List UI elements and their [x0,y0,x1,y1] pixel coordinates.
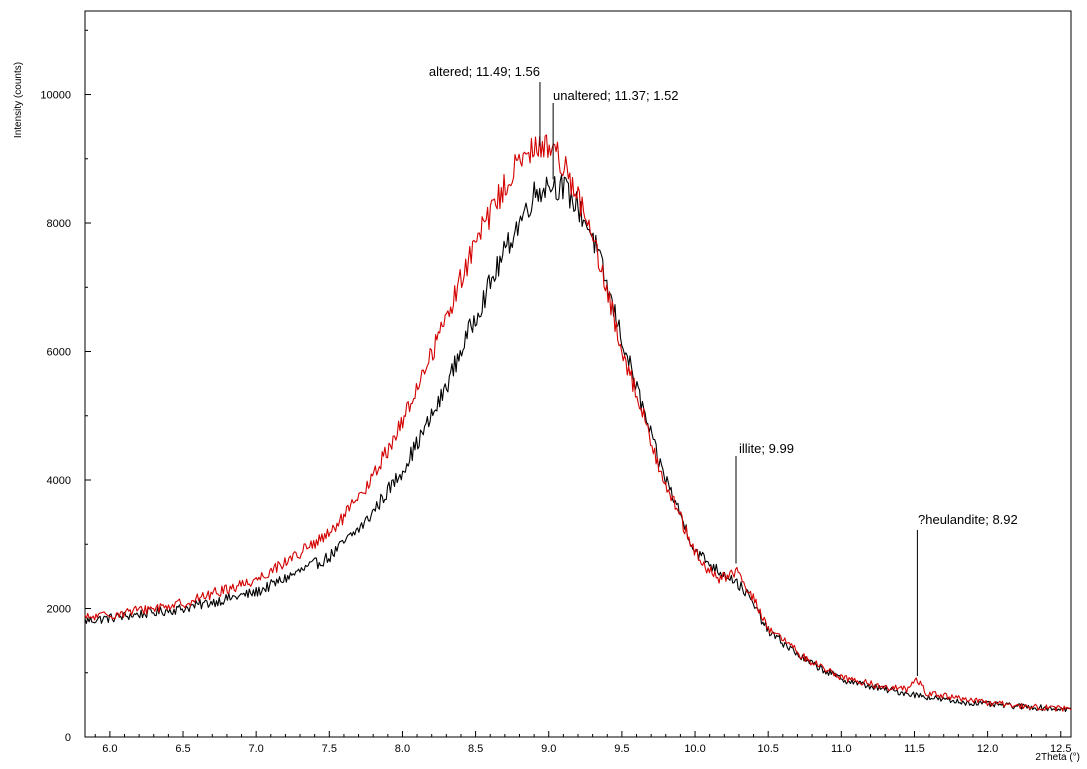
x-tick-label: 12.5 [1050,743,1071,755]
annotation-label: altered; 11.49; 1.56 [429,64,540,79]
annotation-label: unaltered; 11.37; 1.52 [553,88,679,103]
x-tick-label: 6.5 [175,743,190,755]
x-tick-label: 6.0 [102,743,117,755]
y-tick-label: 8000 [47,218,71,230]
x-tick-label: 7.0 [249,743,264,755]
x-tick-label: 9.5 [614,743,629,755]
y-tick-label: 6000 [47,347,71,359]
y-tick-label: 4000 [47,475,71,487]
y-tick-label: 10000 [40,90,71,102]
x-tick-label: 11.0 [831,743,852,755]
x-tick-label: 9.0 [541,743,556,755]
y-tick-label: 2000 [47,604,71,616]
plot-frame [84,10,1072,738]
x-tick-label: 11.5 [904,743,925,755]
x-tick-label: 7.5 [322,743,337,755]
x-tick-label: 12.0 [977,743,998,755]
x-tick-label: 8.5 [468,743,483,755]
x-axis-label: 2Theta (°) [1035,752,1080,763]
annotation-label: illite; 9.99 [739,441,794,456]
x-tick-label: 10.5 [757,743,778,755]
annotation-label: ?heulandite; 8.92 [918,512,1018,527]
x-tick-label: 8.0 [395,743,410,755]
y-tick-label: 0 [65,732,71,744]
x-tick-label: 10.0 [684,743,705,755]
series-line-red [84,134,1072,712]
y-axis-label: Intensity (counts) [13,62,24,138]
series-line-black [84,174,1072,713]
